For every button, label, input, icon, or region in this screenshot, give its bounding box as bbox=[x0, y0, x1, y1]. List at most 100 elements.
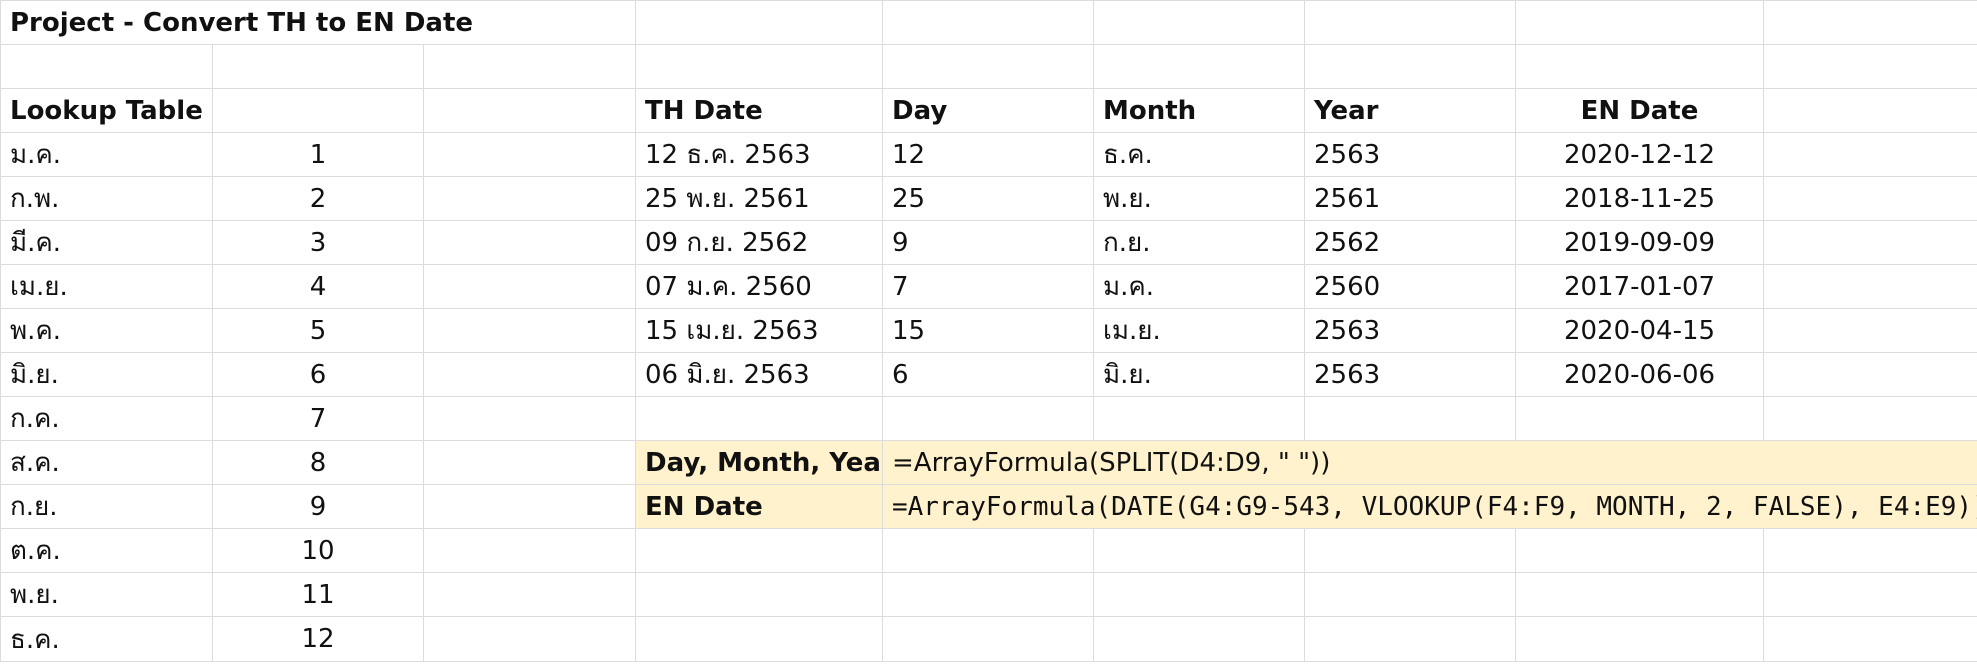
cell[interactable] bbox=[882, 396, 1094, 441]
lookup-number[interactable]: 3 bbox=[212, 220, 424, 265]
cell[interactable] bbox=[1763, 132, 1977, 177]
en-date-cell[interactable]: 2020-12-12 bbox=[1515, 132, 1764, 177]
cell[interactable] bbox=[882, 44, 1094, 89]
year-header[interactable]: Year bbox=[1304, 88, 1516, 133]
lookup-number[interactable]: 12 bbox=[212, 616, 424, 662]
lookup-month[interactable]: ก.ย. bbox=[0, 484, 213, 529]
lookup-month[interactable]: ต.ค. bbox=[0, 528, 213, 573]
year-cell[interactable]: 2562 bbox=[1304, 220, 1516, 265]
en-date-cell[interactable]: 2018-11-25 bbox=[1515, 176, 1764, 221]
cell[interactable] bbox=[635, 0, 883, 45]
day-header[interactable]: Day bbox=[882, 88, 1094, 133]
en-date-cell[interactable]: 2020-04-15 bbox=[1515, 308, 1764, 353]
cell[interactable] bbox=[1093, 396, 1305, 441]
th-date-cell[interactable]: 15 เม.ย. 2563 bbox=[635, 308, 883, 353]
cell[interactable] bbox=[1304, 528, 1516, 573]
formula-cell[interactable]: =ArrayFormula(SPLIT(D4:D9, " ")) bbox=[882, 440, 1977, 485]
cell[interactable] bbox=[1763, 44, 1977, 89]
cell[interactable] bbox=[423, 616, 636, 662]
cell[interactable] bbox=[423, 484, 636, 529]
cell[interactable] bbox=[1763, 220, 1977, 265]
cell[interactable] bbox=[635, 44, 883, 89]
formula-label[interactable]: Day, Month, Year bbox=[635, 440, 894, 485]
cell[interactable] bbox=[423, 264, 636, 309]
cell[interactable] bbox=[423, 440, 636, 485]
cell[interactable] bbox=[423, 220, 636, 265]
cell[interactable] bbox=[1515, 528, 1764, 573]
lookup-number[interactable]: 6 bbox=[212, 352, 424, 397]
cell[interactable] bbox=[423, 44, 636, 89]
day-cell[interactable]: 6 bbox=[882, 352, 1094, 397]
lookup-month[interactable]: ก.ค. bbox=[0, 396, 213, 441]
lookup-month[interactable]: ธ.ค. bbox=[0, 616, 213, 662]
cell[interactable] bbox=[635, 572, 883, 617]
lookup-number[interactable]: 4 bbox=[212, 264, 424, 309]
cell[interactable] bbox=[423, 572, 636, 617]
cell[interactable] bbox=[1763, 528, 1977, 573]
cell[interactable] bbox=[1515, 396, 1764, 441]
lookup-month[interactable]: ม.ค. bbox=[0, 132, 213, 177]
cell[interactable] bbox=[882, 528, 1094, 573]
day-cell[interactable]: 25 bbox=[882, 176, 1094, 221]
cell[interactable] bbox=[423, 528, 636, 573]
en-date-header[interactable]: EN Date bbox=[1515, 88, 1764, 133]
cell[interactable] bbox=[1515, 616, 1764, 662]
cell[interactable] bbox=[1763, 88, 1977, 133]
lookup-month[interactable]: มิ.ย. bbox=[0, 352, 213, 397]
th-date-cell[interactable]: 07 ม.ค. 2560 bbox=[635, 264, 883, 309]
cell[interactable] bbox=[635, 528, 883, 573]
year-cell[interactable]: 2563 bbox=[1304, 352, 1516, 397]
th-date-cell[interactable]: 12 ธ.ค. 2563 bbox=[635, 132, 883, 177]
lookup-table-header[interactable]: Lookup Table bbox=[0, 88, 213, 133]
th-date-cell[interactable]: 25 พ.ย. 2561 bbox=[635, 176, 883, 221]
lookup-number[interactable]: 9 bbox=[212, 484, 424, 529]
lookup-number[interactable]: 5 bbox=[212, 308, 424, 353]
cell[interactable] bbox=[1763, 0, 1977, 45]
formula-cell[interactable]: =ArrayFormula(DATE(G4:G9-543, VLOOKUP(F4… bbox=[882, 484, 1977, 529]
lookup-number[interactable]: 8 bbox=[212, 440, 424, 485]
cell[interactable] bbox=[423, 308, 636, 353]
cell[interactable] bbox=[423, 132, 636, 177]
en-date-cell[interactable]: 2017-01-07 bbox=[1515, 264, 1764, 309]
cell[interactable] bbox=[1763, 308, 1977, 353]
cell[interactable] bbox=[1763, 176, 1977, 221]
cell[interactable] bbox=[882, 616, 1094, 662]
cell[interactable] bbox=[1763, 264, 1977, 309]
cell[interactable] bbox=[1093, 0, 1305, 45]
cell[interactable] bbox=[0, 44, 213, 89]
cell[interactable] bbox=[1093, 616, 1305, 662]
cell[interactable] bbox=[1763, 352, 1977, 397]
year-cell[interactable]: 2560 bbox=[1304, 264, 1516, 309]
lookup-month[interactable]: พ.ย. bbox=[0, 572, 213, 617]
lookup-month[interactable]: ก.พ. bbox=[0, 176, 213, 221]
cell[interactable] bbox=[1304, 0, 1516, 45]
day-cell[interactable]: 7 bbox=[882, 264, 1094, 309]
lookup-number[interactable]: 10 bbox=[212, 528, 424, 573]
cell[interactable] bbox=[1515, 44, 1764, 89]
cell[interactable] bbox=[423, 352, 636, 397]
lookup-month[interactable]: เม.ย. bbox=[0, 264, 213, 309]
month-cell[interactable]: เม.ย. bbox=[1093, 308, 1305, 353]
month-cell[interactable]: ม.ค. bbox=[1093, 264, 1305, 309]
en-date-cell[interactable]: 2020-06-06 bbox=[1515, 352, 1764, 397]
cell[interactable] bbox=[1093, 528, 1305, 573]
day-cell[interactable]: 9 bbox=[882, 220, 1094, 265]
lookup-number[interactable]: 2 bbox=[212, 176, 424, 221]
formula-label[interactable]: EN Date bbox=[635, 484, 883, 529]
project-title[interactable]: Project - Convert TH to EN Date bbox=[0, 0, 636, 45]
cell[interactable] bbox=[212, 88, 424, 133]
cell[interactable] bbox=[1515, 572, 1764, 617]
cell[interactable] bbox=[1763, 396, 1977, 441]
cell[interactable] bbox=[635, 616, 883, 662]
th-date-cell[interactable]: 09 ก.ย. 2562 bbox=[635, 220, 883, 265]
en-date-cell[interactable]: 2019-09-09 bbox=[1515, 220, 1764, 265]
cell[interactable] bbox=[423, 88, 636, 133]
day-cell[interactable]: 12 bbox=[882, 132, 1094, 177]
cell[interactable] bbox=[212, 44, 424, 89]
cell[interactable] bbox=[1304, 44, 1516, 89]
cell[interactable] bbox=[1093, 44, 1305, 89]
month-cell[interactable]: พ.ย. bbox=[1093, 176, 1305, 221]
cell[interactable] bbox=[423, 176, 636, 221]
cell[interactable] bbox=[1304, 616, 1516, 662]
year-cell[interactable]: 2563 bbox=[1304, 132, 1516, 177]
